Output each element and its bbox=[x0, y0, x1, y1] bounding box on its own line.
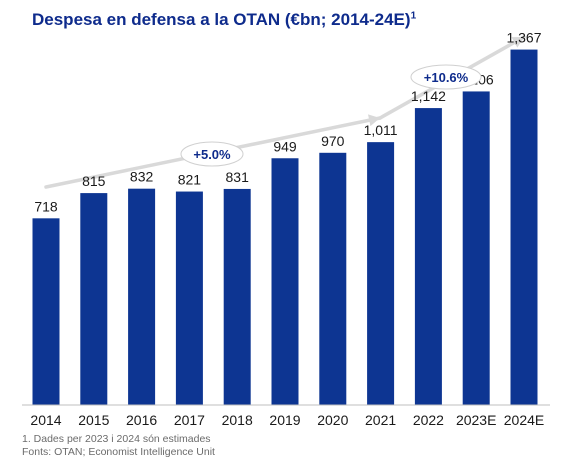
trend-arrow-head-1 bbox=[368, 114, 380, 127]
x-tick-2019: 2019 bbox=[269, 412, 300, 428]
bar-2020 bbox=[319, 152, 347, 405]
value-label-2022: 1,142 bbox=[411, 88, 446, 104]
value-label-2015: 815 bbox=[82, 173, 106, 189]
x-tick-2024E: 2024E bbox=[504, 412, 544, 428]
bar-2021 bbox=[367, 142, 395, 405]
footnote-source: Fonts: OTAN; Economist Intelligence Unit bbox=[22, 446, 215, 458]
bar-2023E bbox=[462, 91, 490, 405]
x-tick-labels: 2014 2015 2016 2017 2018 2019 2020 2021 2022 2023… bbox=[30, 412, 544, 428]
value-label-2019: 949 bbox=[273, 138, 297, 154]
x-tick-2014: 2014 bbox=[30, 412, 61, 428]
x-tick-2020: 2020 bbox=[317, 412, 348, 428]
x-tick-2016: 2016 bbox=[126, 412, 157, 428]
x-tick-2017: 2017 bbox=[174, 412, 205, 428]
bar-2016 bbox=[128, 188, 156, 405]
growth-badge-2 bbox=[410, 64, 482, 90]
bar-2018 bbox=[223, 188, 251, 405]
value-label-2021: 1,011 bbox=[364, 122, 398, 138]
x-tick-2022: 2022 bbox=[413, 412, 444, 428]
value-label-2016: 832 bbox=[130, 169, 154, 185]
footnote: 1. Dades per 2023 i 2024 són estimades F… bbox=[22, 433, 215, 459]
growth-badges: +5.0% +10.6% bbox=[180, 64, 482, 167]
bar-chart: 7188158328218319499701,0111,1421,2061,36… bbox=[22, 30, 550, 428]
bar-2019 bbox=[271, 158, 299, 405]
value-label-2017: 821 bbox=[178, 172, 202, 188]
bar-2017 bbox=[175, 191, 203, 405]
bar-2015 bbox=[80, 193, 108, 405]
bar-2024E bbox=[510, 49, 538, 406]
bars bbox=[32, 49, 538, 406]
growth-badge-label-1: +5.0% bbox=[193, 147, 231, 162]
x-tick-2018: 2018 bbox=[222, 412, 253, 428]
trend-arrow-head-2 bbox=[511, 37, 524, 48]
value-label-2024E: 1,367 bbox=[506, 30, 541, 46]
value-label-2018: 831 bbox=[226, 169, 250, 185]
value-label-2014: 718 bbox=[34, 198, 58, 214]
x-tick-2015: 2015 bbox=[78, 412, 109, 428]
bar-2014 bbox=[32, 218, 60, 405]
growth-badge-1 bbox=[180, 141, 244, 167]
footnote-estimates: 1. Dades per 2023 i 2024 són estimades bbox=[22, 433, 211, 445]
x-tick-2023E: 2023E bbox=[456, 412, 496, 428]
chart-title: Despesa en defensa a la OTAN (€bn; 2014-… bbox=[32, 10, 417, 29]
growth-badge-label-2: +10.6% bbox=[424, 70, 469, 85]
x-tick-2021: 2021 bbox=[365, 412, 396, 428]
bar-2022 bbox=[414, 108, 442, 405]
value-label-2020: 970 bbox=[321, 133, 345, 149]
